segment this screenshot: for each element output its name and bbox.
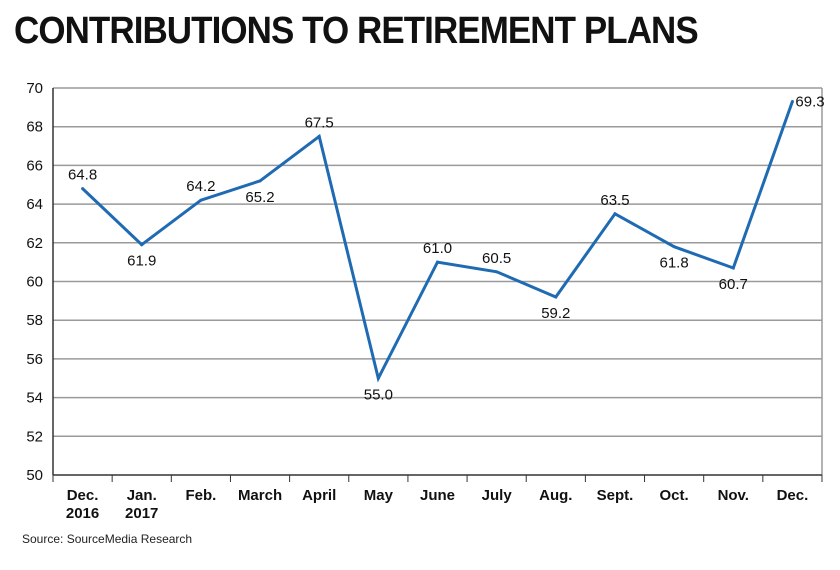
x-tick-label: Dec. xyxy=(67,487,99,504)
data-label: 61.9 xyxy=(127,253,156,270)
x-tick-label: Jan. xyxy=(127,487,157,504)
x-tick-label: Feb. xyxy=(185,487,216,504)
data-label: 64.2 xyxy=(186,178,215,195)
x-tick-label: 2017 xyxy=(125,505,158,522)
y-tick-label: 60 xyxy=(26,274,43,291)
data-point xyxy=(731,266,735,270)
y-tick-label: 70 xyxy=(26,80,43,97)
data-label: 65.2 xyxy=(245,189,274,206)
x-tick-label: May xyxy=(364,487,394,504)
data-labels: 64.8 61.9 64.2 65.2 67.5 55.0 61.0 60.5 59.2 63.5… xyxy=(68,94,825,404)
data-label: 55.0 xyxy=(364,386,393,403)
data-label: 64.8 xyxy=(68,167,97,184)
data-point xyxy=(436,260,439,264)
x-tick-label: Oct. xyxy=(660,487,689,504)
axes xyxy=(52,88,823,482)
data-point xyxy=(317,134,321,138)
data-point xyxy=(81,187,85,191)
data-point xyxy=(554,295,558,299)
data-label: 61.8 xyxy=(660,255,689,272)
x-tick-label: Dec. xyxy=(777,487,809,504)
x-tick-label: Nov. xyxy=(718,487,749,504)
y-tick-label: 62 xyxy=(26,235,43,252)
y-tick-label: 54 xyxy=(26,390,43,407)
data-point xyxy=(199,198,203,202)
y-tick-labels: 50 52 54 56 58 60 62 64 66 68 70 xyxy=(26,80,43,484)
y-tick-label: 68 xyxy=(26,119,43,136)
x-tick-label: July xyxy=(482,487,513,504)
data-label: 60.5 xyxy=(482,250,511,267)
data-label: 67.5 xyxy=(305,114,334,131)
data-label: 69.3 xyxy=(795,94,824,111)
source-note: Source: SourceMedia Research xyxy=(22,532,193,546)
y-tick-label: 58 xyxy=(26,312,43,329)
y-tick-label: 64 xyxy=(26,196,43,213)
y-tick-label: 66 xyxy=(26,157,43,174)
data-label: 61.0 xyxy=(423,240,452,257)
x-tick-label: 2016 xyxy=(66,505,99,522)
data-point xyxy=(613,212,617,216)
data-point xyxy=(258,179,262,183)
data-point xyxy=(672,245,676,249)
y-tick-label: 52 xyxy=(26,428,43,445)
y-tick-label: 50 xyxy=(26,467,43,484)
data-point xyxy=(790,100,794,104)
x-tick-label: Sept. xyxy=(597,487,634,504)
data-label: 60.7 xyxy=(719,276,748,293)
data-label: 63.5 xyxy=(600,192,629,209)
y-tick-label: 56 xyxy=(26,351,43,368)
series-line-group xyxy=(81,100,794,383)
data-label: 59.2 xyxy=(541,305,570,322)
data-point xyxy=(376,376,380,380)
chart-title: CONTRIBUTIONS TO RETIREMENT PLANS xyxy=(14,10,699,52)
data-point xyxy=(140,243,144,247)
x-tick-label: Aug. xyxy=(539,487,572,504)
x-tick-label: June xyxy=(420,487,455,504)
x-tick-label: April xyxy=(302,487,336,504)
data-point xyxy=(495,270,499,274)
x-tick-label: March xyxy=(238,487,282,504)
gridlines xyxy=(53,87,822,438)
